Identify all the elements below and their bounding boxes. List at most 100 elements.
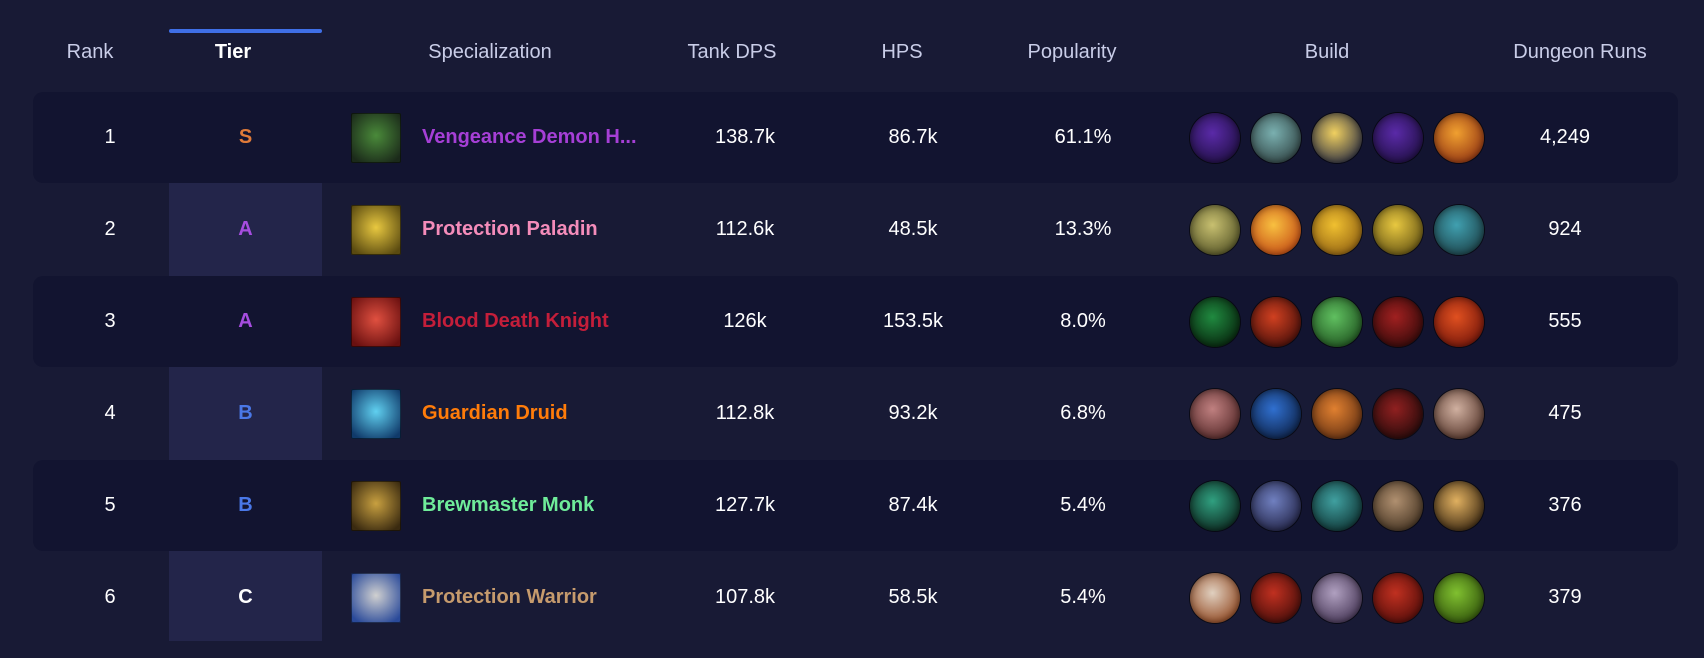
hps-cell: 58.5k [888, 586, 938, 608]
blue-beast-icon[interactable] [1251, 388, 1301, 439]
build-icons [1190, 92, 1484, 183]
table-row[interactable]: 5 B Brewmaster Monk 127.7k 87.4k 5.4% 37… [33, 460, 1678, 551]
header-specialization[interactable]: Specialization [428, 41, 552, 63]
header-build[interactable]: Build [1304, 41, 1350, 63]
tank-dps-cell: 112.8k [715, 402, 775, 424]
spec-name[interactable]: Protection Paladin [422, 218, 598, 240]
tank-dps-cell: 127.7k [714, 494, 776, 516]
rank-cell: 6 [104, 586, 116, 608]
header-hps[interactable]: HPS [881, 41, 923, 63]
paladin-spec-icon [351, 204, 401, 255]
table-header: Rank Tier Specialization Tank DPS HPS Po… [0, 30, 1704, 74]
table-row[interactable]: 3 A Blood Death Knight 126k 153.5k 8.0% … [33, 276, 1678, 367]
hps-cell: 48.5k [888, 218, 938, 240]
spec-cell[interactable]: Vengeance Demon H... [351, 92, 691, 183]
holy-army-icon[interactable] [1312, 204, 1362, 255]
warrior-face-icon[interactable] [1312, 572, 1362, 623]
rune-ring-icon[interactable] [1434, 204, 1484, 255]
spec-cell[interactable]: Protection Paladin [351, 184, 691, 275]
fang-icon[interactable] [1434, 388, 1484, 439]
lion-icon[interactable] [1190, 204, 1240, 255]
spec-cell[interactable]: Protection Warrior [351, 552, 691, 643]
build-icons [1190, 276, 1484, 367]
claw-icon[interactable] [1190, 388, 1240, 439]
golden-helm-icon[interactable] [1373, 204, 1423, 255]
popularity-cell: 13.3% [1054, 218, 1112, 240]
rank-cell: 5 [104, 494, 116, 516]
hps-cell: 87.4k [888, 494, 938, 516]
tank-dps-cell: 126k [723, 310, 767, 332]
void-orb-icon[interactable] [1373, 112, 1423, 163]
fist-icon[interactable] [1434, 480, 1484, 531]
swirl-icon[interactable] [1190, 480, 1240, 531]
keg-icon[interactable] [1373, 480, 1423, 531]
shield-icon[interactable] [1190, 572, 1240, 623]
table-row[interactable]: 1 S Vengeance Demon H... 138.7k 86.7k 61… [33, 92, 1678, 183]
header-dungeon-runs[interactable]: Dungeon Runs [1513, 41, 1647, 63]
tier-sort-indicator [169, 29, 322, 33]
spec-name[interactable]: Protection Warrior [422, 586, 597, 608]
rank-cell: 3 [104, 310, 116, 332]
red-skull-icon[interactable] [1251, 296, 1301, 347]
build-icons [1190, 460, 1484, 551]
gauntlet-icon[interactable] [1312, 388, 1362, 439]
dark-bear-icon[interactable] [1373, 388, 1423, 439]
popularity-cell: 8.0% [1060, 310, 1106, 332]
table-row[interactable]: 2 A Protection Paladin 112.6k 48.5k 13.3… [33, 184, 1678, 275]
tank-dps-cell: 107.8k [714, 586, 776, 608]
heart-icon[interactable] [1434, 296, 1484, 347]
skull-icon[interactable] [1251, 112, 1301, 163]
spec-cell[interactable]: Blood Death Knight [351, 276, 691, 367]
dungeon-runs-cell: 376 [1548, 494, 1582, 516]
hps-cell: 86.7k [888, 126, 938, 148]
tier-badge: B [238, 402, 253, 424]
hps-cell: 93.2k [888, 402, 938, 424]
monk-kick-icon[interactable] [1251, 480, 1301, 531]
flame-pillar-icon[interactable] [1251, 204, 1301, 255]
tier-badge: B [238, 494, 253, 516]
dungeon-runs-cell: 475 [1548, 402, 1582, 424]
popularity-cell: 5.4% [1060, 586, 1106, 608]
table-row[interactable]: 4 B Guardian Druid 112.8k 93.2k 6.8% 475 [33, 368, 1678, 459]
rank-cell: 1 [104, 126, 116, 148]
popularity-cell: 61.1% [1054, 126, 1112, 148]
spec-cell[interactable]: Brewmaster Monk [351, 460, 691, 551]
spec-name[interactable]: Guardian Druid [422, 402, 568, 424]
dungeon-runs-cell: 924 [1548, 218, 1582, 240]
red-titan-icon[interactable] [1373, 572, 1423, 623]
green-orc-icon[interactable] [1434, 572, 1484, 623]
hps-cell: 153.5k [882, 310, 944, 332]
build-icons [1190, 368, 1484, 459]
spec-name[interactable]: Brewmaster Monk [422, 494, 595, 516]
header-tier[interactable]: Tier [214, 41, 252, 63]
dark-portal-icon[interactable] [1190, 296, 1240, 347]
header-tank-dps[interactable]: Tank DPS [687, 41, 777, 63]
table-row[interactable]: 6 C Protection Warrior 107.8k 58.5k 5.4%… [33, 552, 1678, 643]
green-skull-icon[interactable] [1312, 296, 1362, 347]
lightning-icon[interactable] [1312, 112, 1362, 163]
popularity-cell: 6.8% [1060, 402, 1106, 424]
death-knight-spec-icon [351, 296, 401, 347]
tier-badge: S [238, 126, 253, 148]
build-icons [1190, 184, 1484, 275]
dungeon-runs-cell: 379 [1548, 586, 1582, 608]
dungeon-runs-cell: 555 [1548, 310, 1582, 332]
blood-claw-icon[interactable] [1373, 296, 1423, 347]
fire-icon[interactable] [1434, 112, 1484, 163]
spec-name[interactable]: Vengeance Demon H... [422, 126, 637, 148]
void-orb-icon[interactable] [1190, 112, 1240, 163]
bear-paw-spec-icon [351, 388, 401, 439]
header-rank[interactable]: Rank [66, 41, 114, 63]
dungeon-runs-cell: 4,249 [1539, 126, 1591, 148]
jade-serpent-icon[interactable] [1312, 480, 1362, 531]
demon-hunter-spec-icon [351, 112, 401, 163]
tier-badge: A [238, 218, 253, 240]
build-icons [1190, 552, 1484, 643]
spec-cell[interactable]: Guardian Druid [351, 368, 691, 459]
header-popularity[interactable]: Popularity [1027, 41, 1117, 63]
rank-cell: 4 [104, 402, 116, 424]
spec-name[interactable]: Blood Death Knight [422, 310, 609, 332]
shield-spec-icon [351, 572, 401, 623]
red-slash-icon[interactable] [1251, 572, 1301, 623]
